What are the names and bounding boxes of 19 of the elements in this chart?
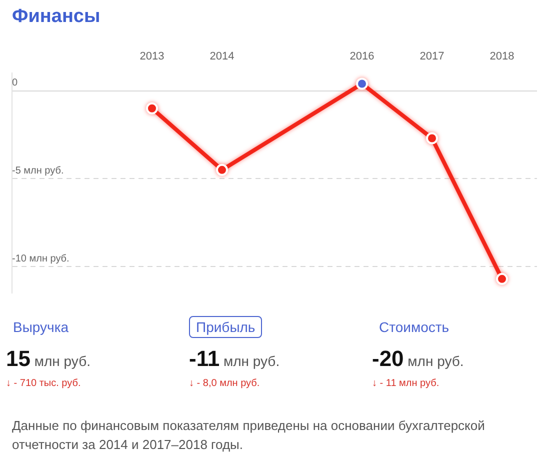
category-label: Стоимость: [378, 318, 450, 337]
x-tick-label: 2017: [420, 50, 444, 63]
category-label: Прибыль: [189, 316, 262, 338]
text: -11 млн руб.: [189, 346, 280, 371]
text: ↓ - 8,0 млн руб.: [189, 378, 261, 389]
text: -20 млн руб.: [372, 346, 464, 371]
x-tick-label: 2018: [490, 50, 514, 63]
text: ↓ - 11 млн руб.: [372, 378, 440, 389]
y-tick-label: 0: [12, 78, 18, 89]
x-tick-label: 2014: [210, 50, 234, 63]
text: 15 млн руб.: [6, 346, 90, 371]
y-tick-label: -10 млн руб.: [12, 253, 70, 264]
category-label: Выручка: [12, 318, 70, 337]
chart-title: Финансы: [12, 6, 100, 28]
text: Данные по финансовым показателям приведены на основании бухгалтерской отчетности за 2014 и 2017–2018 годы.: [12, 417, 486, 454]
x-tick-label: 2016: [350, 50, 374, 63]
y-tick-label: -5 млн руб.: [12, 165, 64, 176]
x-tick-label: 2013: [140, 50, 164, 63]
text: ↓ - 710 тыс. руб.: [6, 378, 82, 389]
